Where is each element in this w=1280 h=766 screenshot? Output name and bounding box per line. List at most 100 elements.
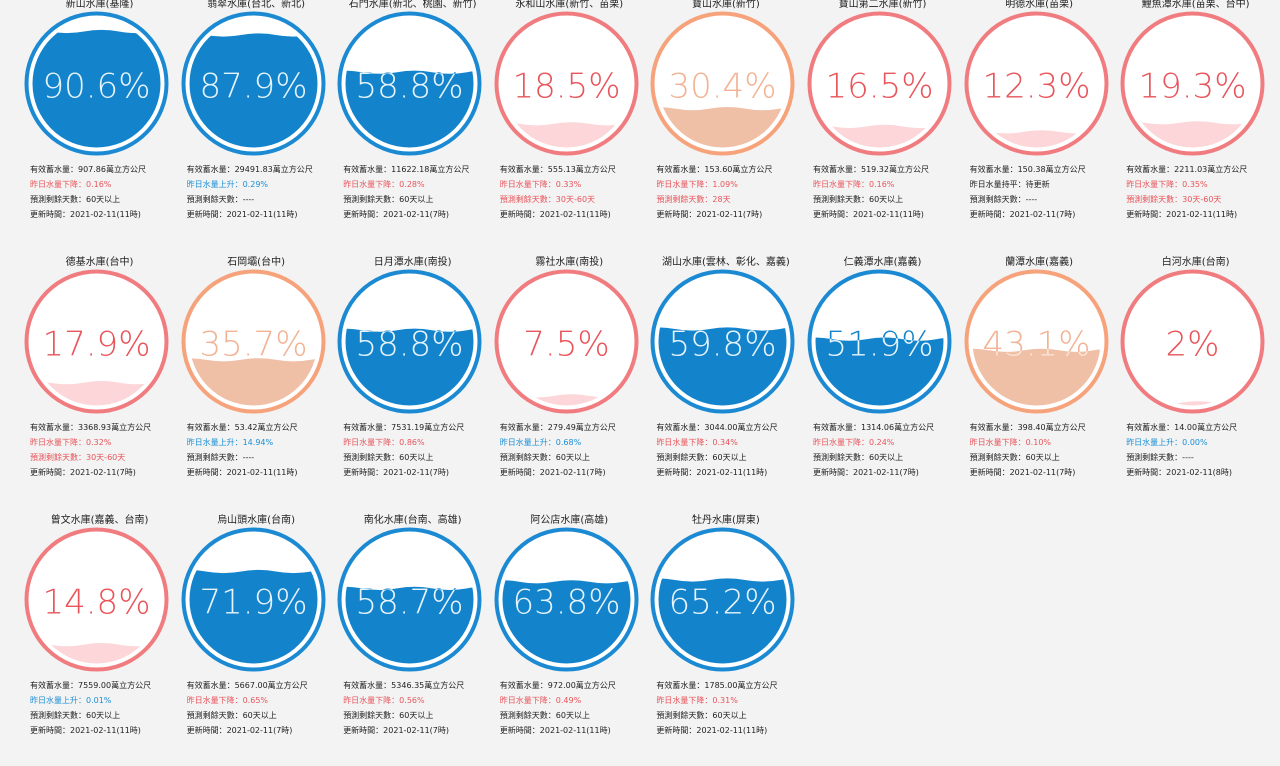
change-line: 昨日水量上升：0.68% <box>499 438 582 447</box>
days-line: 預測剩餘天數：---- <box>186 195 255 204</box>
water-level-gauge: 51.9%51.9% <box>807 269 952 414</box>
update-time-line: 更新時間：2021-02-11(7時) <box>969 468 1076 477</box>
change-line: 昨日水量下降：1.09% <box>656 180 738 189</box>
reservoir-name: 烏山頭水庫(台南) <box>217 515 295 526</box>
days-line: 預測剩餘天數：60天以上 <box>499 453 590 462</box>
reservoir-card: 寶山第二水庫(新竹) 16.5% 有效蓄水量：519.32萬立方公尺 昨日水量下降：0… <box>804 0 961 250</box>
storage-line: 有效蓄水量：11622.18萬立方公尺 <box>343 165 470 174</box>
reservoir-card: 翡翠水庫(台北、新北) 87.9% 87.9% 有效蓄水量：29491.83萬立方公尺… <box>178 0 335 250</box>
days-line: 預測剩餘天數：60天以上 <box>30 195 121 204</box>
update-time-line: 更新時間：2021-02-11(11時) <box>656 468 768 477</box>
reservoir-name: 翡翠水庫(台北、新北) <box>207 0 305 10</box>
days-line: 預測剩餘天數：30天-60天 <box>1126 195 1222 204</box>
reservoir-info: 有效蓄水量：3044.00萬立方公尺 昨日水量下降：0.34% 預測剩餘天數：60天… <box>656 420 806 480</box>
change-line: 昨日水量下降：0.49% <box>499 696 582 705</box>
reservoir-info: 有效蓄水量：279.49萬立方公尺 昨日水量上升：0.68% 預測剩餘天數：60天以… <box>500 420 650 480</box>
water-level-gauge: 17.9% <box>24 269 169 414</box>
percentage-label: 90.6% <box>42 67 150 107</box>
water-level-gauge: 59.8%59.8% <box>650 269 795 414</box>
water-fill <box>32 29 161 148</box>
update-time-line: 更新時間：2021-02-11(11時) <box>656 726 768 735</box>
percentage-label: 58.8% <box>356 67 464 107</box>
reservoir-card: 烏山頭水庫(台南) 71.9% 71.9% 有效蓄水量：5667.00萬立方公尺 昨日水… <box>178 515 337 766</box>
percentage-label: 7.5% <box>523 325 609 365</box>
change-line: 昨日水量下降：0.65% <box>186 696 269 705</box>
water-fill <box>32 643 161 664</box>
change-line: 昨日水量下降：0.28% <box>343 180 425 189</box>
reservoir-info: 有效蓄水量：150.38萬立方公尺 昨日水量持平：待更新 預測剩餘天數：---- 更新… <box>970 162 1120 222</box>
percentage-label-overlay: 58.7% <box>356 583 464 623</box>
percentage-label: 30.4% <box>669 67 777 107</box>
reservoir-name: 明德水庫(苗栗) <box>1005 0 1073 10</box>
reservoir-name: 牡丹水庫(屏東) <box>691 515 760 526</box>
days-line: 預測剩餘天數：60天以上 <box>186 711 277 720</box>
reservoir-info: 有效蓄水量：11622.18萬立方公尺 昨日水量下降：0.28% 預測剩餘天數：60… <box>343 162 493 222</box>
update-time-line: 更新時間：2021-02-11(7時) <box>499 468 606 477</box>
change-line: 昨日水量下降：0.31% <box>656 696 738 705</box>
storage-line: 有效蓄水量：2211.03萬立方公尺 <box>1126 165 1248 174</box>
water-level-gauge: 7.5% <box>494 269 639 414</box>
update-time-line: 更新時間：2021-02-11(11時) <box>186 210 298 219</box>
update-time-line: 更新時間：2021-02-11(11時) <box>30 210 141 219</box>
reservoir-info: 有效蓄水量：5667.00萬立方公尺 昨日水量下降：0.65% 預測剩餘天數：60天… <box>187 678 337 738</box>
days-line: 預測剩餘天數：---- <box>969 195 1038 204</box>
change-line: 昨日水量下降：0.56% <box>343 696 425 705</box>
reservoir-card: 永和山水庫(新竹、苗栗) 18.5% 有效蓄水量：555.13萬立方公尺 昨日水量下降… <box>491 0 648 250</box>
reservoir-card: 明德水庫(苗栗) 12.3% 有效蓄水量：150.38萬立方公尺 昨日水量持平：待更新… <box>961 0 1118 250</box>
reservoir-name: 石岡壩(台中) <box>227 257 285 268</box>
update-time-line: 更新時間：2021-02-11(7時) <box>813 468 919 477</box>
percentage-label: 17.9% <box>42 325 150 365</box>
percentage-label: 71.9% <box>199 583 307 623</box>
reservoir-name: 德基水庫(台中) <box>65 257 134 268</box>
reservoir-card: 石門水庫(新北、桃園、新竹) 58.8% 58.8% 有效蓄水量：11622.18萬立… <box>334 0 491 250</box>
update-time-line: 更新時間：2021-02-11(11時) <box>813 210 924 219</box>
change-line: 昨日水量持平：待更新 <box>969 180 1050 189</box>
percentage-label-overlay: 35.7% <box>199 325 307 365</box>
update-time-line: 更新時間：2021-02-11(7時) <box>343 468 450 477</box>
days-line: 預測剩餘天數：60天以上 <box>343 711 434 720</box>
reservoir-info: 有效蓄水量：53.42萬立方公尺 昨日水量上升：14.94% 預測剩餘天數：----… <box>187 420 337 480</box>
days-line: 預測剩餘天數：60天以上 <box>499 711 590 720</box>
water-level-gauge: 58.8%58.8% <box>337 269 482 414</box>
storage-line: 有效蓄水量：7531.19萬立方公尺 <box>343 423 465 432</box>
water-level-gauge: 58.8%58.8% <box>337 11 482 156</box>
update-time-line: 更新時間：2021-02-11(11時) <box>1126 210 1238 219</box>
reservoir-info: 有效蓄水量：2211.03萬立方公尺 昨日水量下降：0.35% 預測剩餘天數：30天… <box>1126 162 1276 222</box>
storage-line: 有效蓄水量：555.13萬立方公尺 <box>499 165 616 174</box>
percentage-label: 51.9% <box>825 325 933 365</box>
percentage-label: 87.9% <box>199 67 307 107</box>
days-line: 預測剩餘天數：30天-60天 <box>30 453 126 462</box>
percentage-label-overlay: 58.8% <box>356 325 464 365</box>
update-time-line: 更新時間：2021-02-11(7時) <box>343 210 450 219</box>
days-line: 預測剩餘天數：---- <box>186 453 255 462</box>
storage-line: 有效蓄水量：519.32萬立方公尺 <box>813 165 929 174</box>
reservoir-card: 鯉魚潭水庫(苗栗、台中) 19.3% 有效蓄水量：2211.03萬立方公尺 昨日水量下… <box>1117 0 1274 250</box>
reservoir-name: 石門水庫(新北、桃園、新竹) <box>348 0 477 10</box>
update-time-line: 更新時間：2021-02-11(7時) <box>343 726 450 735</box>
storage-line: 有效蓄水量：1314.06萬立方公尺 <box>813 423 935 432</box>
reservoir-name: 湖山水庫(雲林、彰化、嘉義) <box>661 257 790 268</box>
percentage-label-overlay: 43.1% <box>982 325 1090 365</box>
reservoir-name: 蘭潭水庫(嘉義) <box>1005 257 1073 268</box>
reservoir-card: 仁義潭水庫(嘉義) 51.9% 51.9% 有效蓄水量：1314.06萬立方公尺 昨日水… <box>804 257 963 508</box>
change-line: 昨日水量上升：0.29% <box>186 180 269 189</box>
water-level-gauge: 19.3% <box>1120 11 1265 156</box>
percentage-label: 16.5% <box>825 67 933 107</box>
change-line: 昨日水量下降：0.33% <box>499 180 582 189</box>
storage-line: 有效蓄水量：153.60萬立方公尺 <box>656 165 773 174</box>
reservoir-card: 德基水庫(台中) 17.9% 有效蓄水量：3368.93萬立方公尺 昨日水量下降：0.… <box>21 257 178 508</box>
reservoir-info: 有效蓄水量：972.00萬立方公尺 昨日水量下降：0.49% 預測剩餘天數：60天以… <box>500 678 650 738</box>
reservoir-info: 有效蓄水量：1314.06萬立方公尺 昨日水量下降：0.24% 預測剩餘天數：60天… <box>813 420 963 480</box>
update-time-line: 更新時間：2021-02-11(8時) <box>1126 468 1233 477</box>
days-line: 預測剩餘天數：60天以上 <box>656 453 747 462</box>
percentage-label: 63.8% <box>512 583 620 623</box>
days-line: 預測剩餘天數：28天 <box>656 195 731 204</box>
reservoir-card: 霧社水庫(南投) 7.5% 有效蓄水量：279.49萬立方公尺 昨日水量上升：0.68… <box>491 257 650 508</box>
water-level-gauge: 14.8% <box>24 527 169 672</box>
reservoir-name: 新山水庫(基隆) <box>65 0 134 10</box>
storage-line: 有效蓄水量：279.49萬立方公尺 <box>499 423 616 432</box>
update-time-line: 更新時間：2021-02-11(7時) <box>30 468 136 477</box>
reservoir-info: 有效蓄水量：153.60萬立方公尺 昨日水量下降：1.09% 預測剩餘天數：28天更… <box>656 162 806 222</box>
reservoir-card: 曾文水庫(嘉義、台南) 14.8% 有效蓄水量：7559.00萬立方公尺 昨日水量上升… <box>21 515 178 766</box>
